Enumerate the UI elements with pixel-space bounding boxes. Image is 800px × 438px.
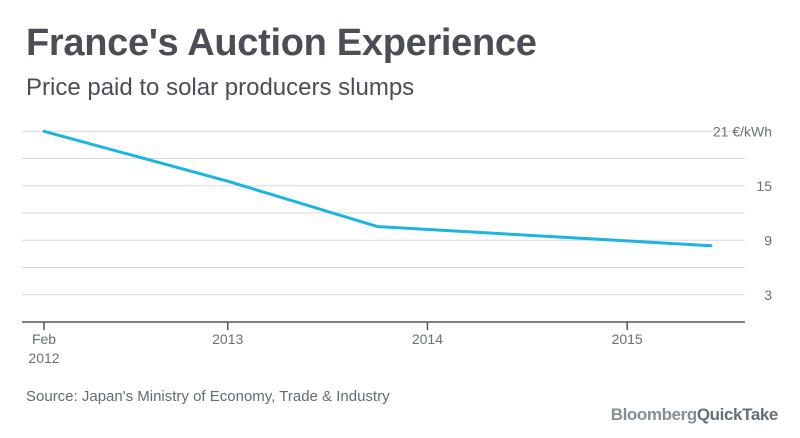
brand-quicktake: QuickTake <box>696 405 779 424</box>
x-tick-label: 2014 <box>412 331 443 347</box>
chart-title: France's Auction Experience <box>26 22 537 64</box>
source-note: Source: Japan's Ministry of Economy, Tra… <box>26 388 390 405</box>
x-tick-label-year: 2012 <box>28 350 59 366</box>
y-tick-label: 9 <box>764 232 772 248</box>
x-tick-label: 2015 <box>612 331 643 347</box>
x-tick-label: 2013 <box>212 331 243 347</box>
y-tick-label: 15 <box>756 178 772 194</box>
series-line <box>42 129 713 248</box>
chart-subtitle: Price paid to solar producers slumps <box>26 74 415 101</box>
brand-bloomberg: Bloomberg <box>610 405 698 424</box>
y-tick-label: 3 <box>764 287 772 303</box>
brand-logo: BloombergQuickTake <box>610 405 779 425</box>
y-tick-label: 21 €/kWh <box>713 123 772 139</box>
x-tick-label: Feb <box>32 331 56 347</box>
